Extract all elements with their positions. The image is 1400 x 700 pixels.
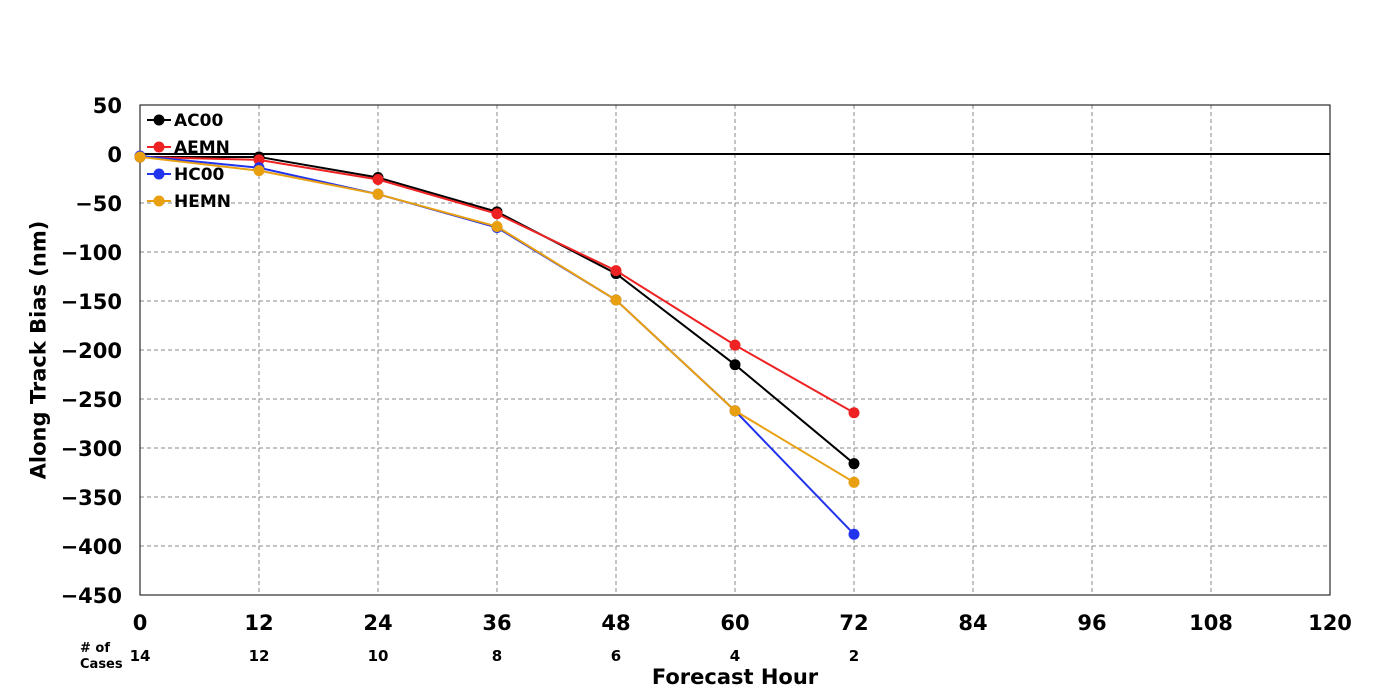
- legend-item: AC00: [147, 111, 223, 131]
- data-point: [253, 165, 265, 177]
- case-count: 2: [849, 647, 859, 665]
- y-tick-label: −350: [61, 486, 122, 510]
- y-tick-label: −200: [61, 339, 122, 363]
- data-point: [848, 458, 860, 470]
- y-tick-label: −250: [61, 388, 122, 412]
- cases-label-line2: Cases: [80, 657, 123, 672]
- y-tick-label: −50: [75, 192, 122, 216]
- data-point: [372, 173, 384, 185]
- case-count: 12: [249, 647, 270, 665]
- legend-label: AEMN: [174, 138, 230, 158]
- cases-row: 14 12 10 8 6 4 2: [130, 647, 860, 665]
- data-point: [848, 476, 860, 488]
- legend-marker: [153, 114, 165, 126]
- case-count: 14: [130, 647, 151, 665]
- data-point: [491, 208, 503, 220]
- legend-label: HEMN: [174, 192, 231, 212]
- legend-item: AEMN: [147, 138, 230, 158]
- case-count: 8: [492, 647, 502, 665]
- x-tick-label: 48: [601, 611, 630, 635]
- x-tick-label: 108: [1189, 611, 1233, 635]
- x-tick-label: 72: [839, 611, 868, 635]
- x-axis-label: Forecast Hour: [652, 665, 819, 689]
- x-tick-label: 96: [1077, 611, 1106, 635]
- x-tick-label: 0: [133, 611, 148, 635]
- x-tick-label: 84: [958, 611, 987, 635]
- legend-marker: [153, 141, 165, 153]
- y-tick-label: −300: [61, 437, 122, 461]
- series-hemn: [134, 151, 860, 488]
- case-count: 10: [368, 647, 389, 665]
- series-layer: [134, 150, 860, 540]
- y-axis-label: Along Track Bias (nm): [26, 221, 50, 480]
- x-tick-label: 12: [244, 611, 273, 635]
- y-tick-label: 0: [107, 143, 122, 167]
- y-tick-label: −450: [61, 584, 122, 608]
- cases-label-line1: # of: [80, 641, 110, 656]
- x-tick-labels: 0 12 24 36 48 60 72 84 96 108 120: [133, 611, 1352, 635]
- legend-item: HEMN: [147, 192, 231, 212]
- data-point: [729, 359, 741, 371]
- y-tick-label: −400: [61, 535, 122, 559]
- data-point: [848, 528, 860, 540]
- data-point: [848, 407, 860, 419]
- legend-item: HC00: [147, 165, 225, 185]
- plot-frame: [139, 104, 1331, 596]
- data-point: [610, 294, 622, 306]
- y-tick-label: 50: [93, 94, 122, 118]
- case-count: 4: [730, 647, 740, 665]
- x-tick-label: 120: [1308, 611, 1352, 635]
- legend-marker: [153, 168, 165, 180]
- x-tick-label: 60: [720, 611, 749, 635]
- legend-label: AC00: [174, 111, 223, 131]
- case-count: 6: [611, 647, 621, 665]
- data-point: [729, 339, 741, 351]
- x-tick-label: 24: [363, 611, 392, 635]
- data-point: [729, 405, 741, 417]
- legend-marker: [153, 195, 165, 207]
- data-point: [253, 154, 265, 166]
- data-point: [372, 188, 384, 200]
- legend-label: HC00: [174, 165, 225, 185]
- data-point: [134, 151, 146, 163]
- data-point: [491, 221, 503, 233]
- legend: AC00 AEMN HC00 HEMN: [147, 111, 231, 212]
- y-tick-label: −100: [61, 241, 122, 265]
- data-point: [610, 265, 622, 277]
- y-tick-label: −150: [61, 290, 122, 314]
- x-tick-label: 36: [482, 611, 511, 635]
- y-tick-labels: 50 0 −50 −100 −150 −200 −250 −300 −350 −400 −450: [61, 94, 122, 608]
